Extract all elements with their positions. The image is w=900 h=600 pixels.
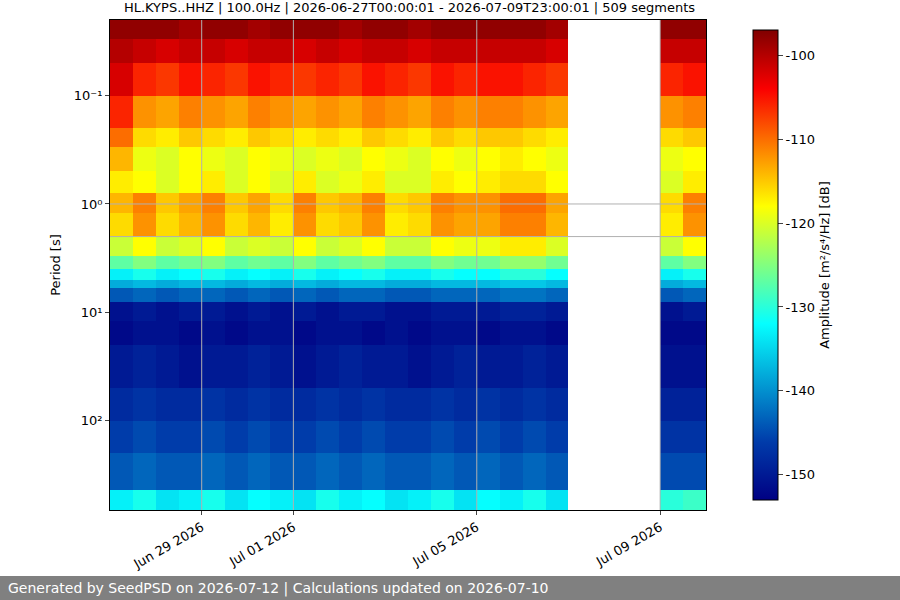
svg-text:Jul 09 2026: Jul 09 2026: [593, 519, 665, 569]
svg-text:-150: -150: [786, 467, 816, 482]
svg-text:-120: -120: [786, 216, 816, 231]
svg-text:-110: -110: [786, 132, 816, 147]
svg-text:10⁻¹: 10⁻¹: [74, 88, 103, 103]
svg-text:Amplitude [m²/s⁴/Hz] [dB]: Amplitude [m²/s⁴/Hz] [dB]: [817, 181, 832, 349]
svg-text:-140: -140: [786, 383, 816, 398]
html-text:Generated by SeedPSD on 2026-0: Generated by SeedPSD on 2026-07-12 | Cal…: [8, 580, 549, 596]
svg-text:10¹: 10¹: [81, 305, 103, 320]
svg-text:HL.KYPS..HHZ | 100.0Hz | 2026-: HL.KYPS..HHZ | 100.0Hz | 2026-06-27T00:0…: [124, 0, 695, 15]
svg-text:Jun 29 2026: Jun 29 2026: [130, 519, 206, 572]
svg-text:Jul 01 2026: Jul 01 2026: [226, 519, 298, 569]
svg-text:10²: 10²: [81, 413, 103, 428]
svg-text:Jul 05 2026: Jul 05 2026: [409, 519, 481, 569]
svg-text:10⁰: 10⁰: [81, 197, 103, 212]
svg-text:-130: -130: [786, 300, 816, 315]
svg-text:Period [s]: Period [s]: [48, 234, 63, 296]
svg-text:-100: -100: [786, 48, 816, 63]
